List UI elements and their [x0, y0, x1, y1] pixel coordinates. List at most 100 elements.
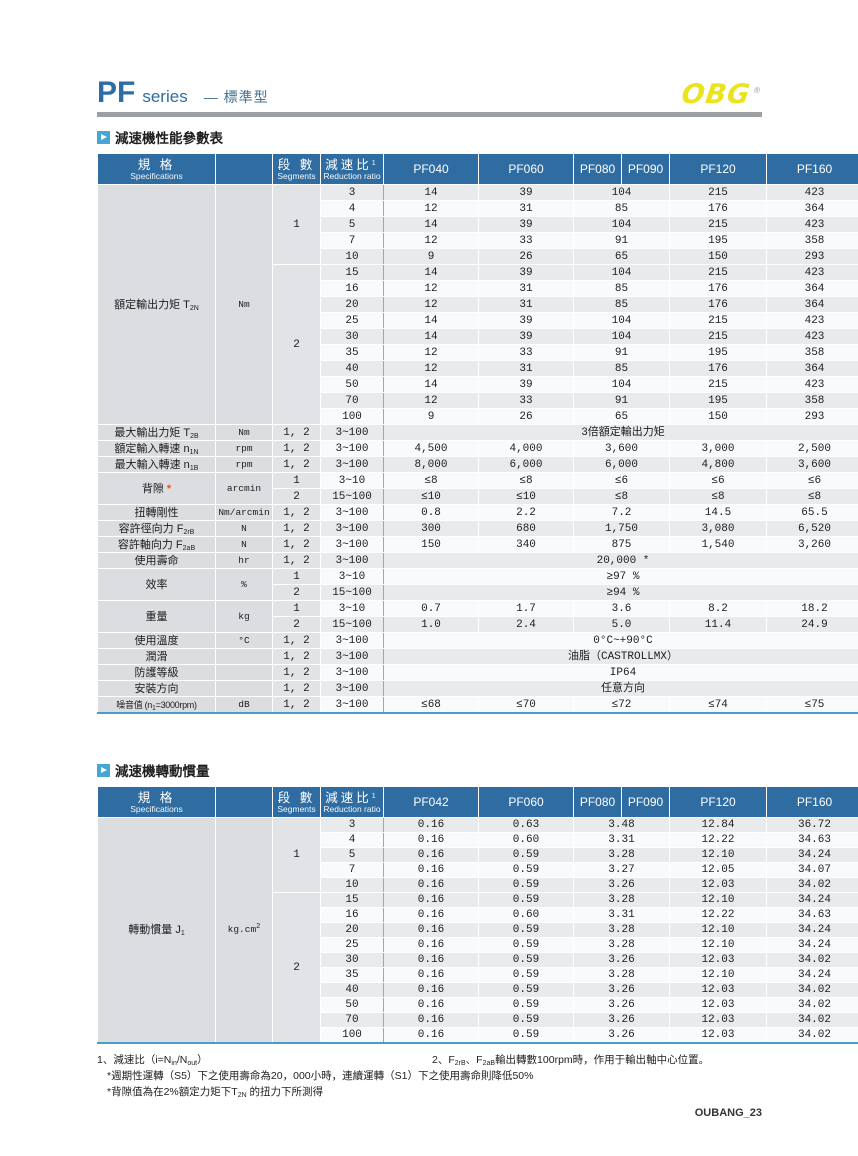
value-cell: 215: [669, 328, 767, 345]
value-cell: 3.48: [573, 817, 670, 833]
series-title: PF series — 標準型: [97, 78, 269, 108]
model-header: PF120: [669, 786, 767, 818]
series-code: PF: [97, 76, 136, 109]
value-cell: 91: [573, 232, 670, 249]
value-cell: 3.28: [573, 967, 670, 983]
value-cell: 1,540: [669, 536, 767, 553]
segment-cell: 1, 2: [272, 536, 321, 553]
value-cell: 0.59: [478, 967, 574, 983]
value-cell: 364: [766, 360, 858, 377]
spec-label-cell: 轉動慣量 J1: [97, 817, 216, 1044]
value-cell: 3.31: [573, 907, 670, 923]
ratio-cell: 50: [320, 997, 384, 1013]
spec-header: 規 格 Specifications: [97, 786, 216, 818]
value-cell: 215: [669, 264, 767, 281]
ratio-cell: 5: [320, 216, 384, 233]
value-cell: 3.26: [573, 952, 670, 968]
value-cell: 3,600: [766, 456, 858, 473]
value-cell: ≤10: [478, 488, 574, 505]
value-cell: 39: [478, 184, 574, 201]
value-cell: ≤72: [573, 696, 670, 714]
value-cell: 293: [766, 248, 858, 265]
value-cell: 18.2: [766, 600, 858, 617]
unit-cell: kg: [215, 600, 273, 633]
value-cell: 65: [573, 408, 670, 425]
spec-label-cell: 扭轉剛性: [97, 504, 216, 521]
spec-label-cell: 效率: [97, 568, 216, 601]
ratio-cell: 70: [320, 392, 384, 409]
ratio-cell: 3~100: [320, 632, 384, 649]
value-cell: 31: [478, 200, 574, 217]
value-cell: 0.59: [478, 847, 574, 863]
segment-cell: 1, 2: [272, 552, 321, 569]
value-cell: 12: [383, 200, 479, 217]
segment-cell: 1, 2: [272, 680, 321, 697]
value-cell: 3.26: [573, 877, 670, 893]
value-cell: 3,000: [669, 440, 767, 457]
value-cell: 12.03: [669, 997, 767, 1013]
ratio-cell: 35: [320, 967, 384, 983]
ratio-cell: 3~100: [320, 648, 384, 665]
value-cell: ≤8: [766, 488, 858, 505]
value-cell: 12.05: [669, 862, 767, 878]
value-cell: 39: [478, 216, 574, 233]
ratio-cell: 5: [320, 847, 384, 863]
value-cell: 3.26: [573, 1012, 670, 1028]
value-cell: 33: [478, 232, 574, 249]
table-row: 10 0.16 0.59 3.26 12.03 34.02: [98, 877, 858, 893]
value-cell: 85: [573, 296, 670, 313]
section-bullet-icon: [97, 763, 110, 777]
value-cell: 293: [766, 408, 858, 425]
table-row: 20 12 31 85 176 364: [98, 296, 858, 313]
ratio-cell: 3: [320, 817, 384, 833]
value-cell: 26: [478, 408, 574, 425]
value-cell: 6,520: [766, 520, 858, 537]
value-cell: 215: [669, 312, 767, 329]
model-header: PF160: [766, 786, 858, 818]
table-row: 噪音值 (n1=3000rpm) dB 1, 2 3~100 ≤68 ≤70 ≤72 ≤74 ≤…: [97, 696, 858, 714]
table-row: 16 0.16 0.60 3.31 12.22 34.63: [98, 907, 858, 923]
series-type-text: 標準型: [223, 89, 269, 105]
table-row: 重量 kg 1 3~10 0.7 1.7 3.6 8.2 18.2: [97, 600, 858, 633]
model-header: PF080: [573, 153, 622, 185]
table-row: 30 0.16 0.59 3.26 12.03 34.02: [98, 952, 858, 968]
value-cell: 215: [669, 184, 767, 201]
value-cell: 33: [478, 344, 574, 361]
divider-rule: [97, 112, 762, 117]
table-row: 容許軸向力 F2aB N 1, 2 3~100 150 340 875 1,540 3,260: [97, 536, 858, 553]
value-cell: 20,000 *: [383, 552, 858, 569]
value-cell: 14.5: [669, 504, 767, 521]
ratio-cell: 3~100: [320, 504, 384, 521]
ratio-cell: 3~100: [320, 440, 384, 457]
value-cell: 12.03: [669, 877, 767, 893]
unit-cell: [215, 648, 273, 665]
value-cell: ≤75: [766, 696, 858, 714]
value-cell: 34.02: [766, 997, 858, 1013]
ratio-cell: 3: [320, 184, 384, 201]
table-row: 50 0.16 0.59 3.26 12.03 34.02: [98, 997, 858, 1013]
value-cell: 65: [573, 248, 670, 265]
segment-cell: 1, 2: [272, 664, 321, 681]
table-row: 100 0.16 0.59 3.26 12.03 34.02: [98, 1027, 858, 1044]
value-cell: 0.59: [478, 952, 574, 968]
value-cell: 36.72: [766, 817, 858, 833]
value-cell: 423: [766, 312, 858, 329]
value-cell: ≤10: [383, 488, 479, 505]
value-cell: 6,000: [573, 456, 670, 473]
spec-label-cell: 容許徑向力 F2rB: [97, 520, 216, 537]
value-cell: 3,600: [573, 440, 670, 457]
table-row: 5 0.16 0.59 3.28 12.10 34.24: [98, 847, 858, 863]
ratio-cell: 16: [320, 280, 384, 297]
value-cell: 12: [383, 280, 479, 297]
table-row: 防護等級 1, 2 3~100 IP64: [97, 664, 858, 681]
spec-label-cell: 額定輸出力矩 T2N: [97, 184, 216, 425]
footnote-4: *背隙值為在2%額定力矩下T2N 的扭力下所測得: [107, 1086, 324, 1099]
value-cell: 150: [669, 408, 767, 425]
unit-cell: hr: [215, 552, 273, 569]
value-cell: ≥94 %: [383, 584, 858, 601]
value-cell: 3.28: [573, 847, 670, 863]
value-cell: 104: [573, 184, 670, 201]
value-cell: 0.59: [478, 922, 574, 938]
value-cell: 358: [766, 232, 858, 249]
